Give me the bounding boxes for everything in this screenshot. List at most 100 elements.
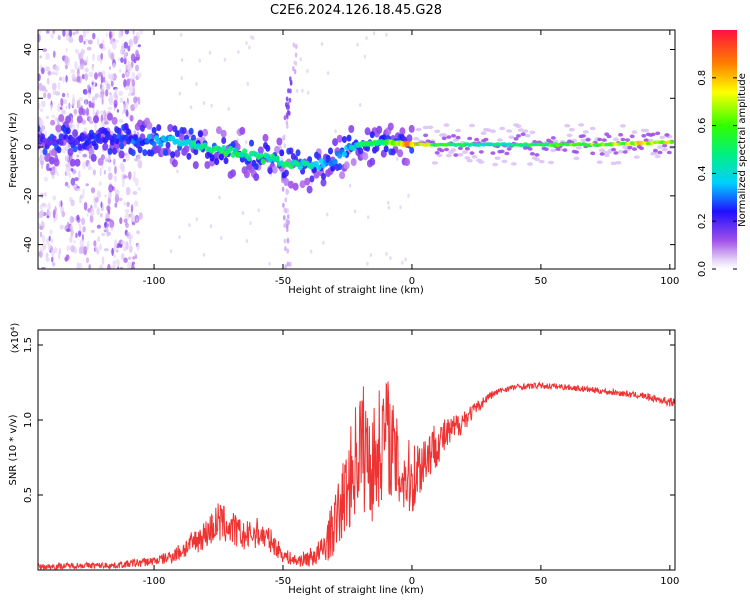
ridge-cell xyxy=(214,158,220,166)
ridge-cell xyxy=(627,145,633,150)
noise-cell xyxy=(283,238,287,244)
noise-cell xyxy=(47,70,52,76)
ridge-cell xyxy=(369,131,375,139)
spectrogram-frame xyxy=(37,29,676,270)
ridge-cell xyxy=(550,136,556,140)
ridge-halo-cell xyxy=(492,162,499,167)
ridge-cell xyxy=(265,144,271,152)
ridge-halo-cell xyxy=(612,137,619,142)
ridge-halo-cell xyxy=(580,138,587,143)
noise-cell xyxy=(55,91,61,96)
noise-cell xyxy=(65,258,68,262)
ridge-halo-cell xyxy=(550,148,557,153)
noise-cell xyxy=(55,72,58,76)
noise-cell xyxy=(92,108,95,117)
noise-cell xyxy=(108,94,114,103)
noise-cell xyxy=(286,238,290,244)
noise-cell xyxy=(116,109,119,113)
noise-cell xyxy=(113,175,118,182)
noise-cell xyxy=(129,40,133,46)
noise-cell xyxy=(76,154,80,158)
snr-y-axis-label: SNR (10 * v/v) xyxy=(8,414,19,485)
noise-cell xyxy=(284,264,287,269)
noise-cell xyxy=(320,42,324,47)
noise-cell xyxy=(48,210,52,218)
noise-cell xyxy=(82,188,85,196)
noise-cell xyxy=(38,156,43,162)
ridge-cell xyxy=(337,163,343,171)
noise-cell xyxy=(119,119,123,123)
ridge-halo-cell xyxy=(499,126,506,131)
noise-cell xyxy=(65,48,68,53)
noise-cell xyxy=(69,235,73,243)
noise-cell xyxy=(129,114,134,122)
ridge-halo-cell xyxy=(53,158,60,167)
noise-cell xyxy=(70,177,76,186)
snr-series-line xyxy=(38,381,675,570)
ridge-halo-cell xyxy=(462,150,469,154)
ridge-halo-cell xyxy=(431,161,438,165)
ridge-cell xyxy=(193,148,199,156)
noise-cell xyxy=(89,102,94,108)
noise-cell xyxy=(286,261,290,267)
noise-cell xyxy=(47,92,52,100)
noise-cell xyxy=(89,115,92,124)
ridge-cell xyxy=(223,157,229,165)
noise-cell xyxy=(137,187,141,191)
noise-cell xyxy=(45,66,50,72)
ridge-core-cell xyxy=(341,151,347,158)
noise-cell xyxy=(208,50,212,55)
ridge-halo-cell xyxy=(659,135,666,140)
noise-cell xyxy=(54,65,60,72)
noise-cell xyxy=(97,235,101,243)
ridge-cell xyxy=(662,143,668,148)
noise-cell xyxy=(387,205,390,210)
ridge-cell xyxy=(555,147,561,151)
noise-cell xyxy=(45,52,50,61)
ridge-cell xyxy=(516,134,521,138)
noise-cell xyxy=(281,186,285,192)
noise-cell xyxy=(99,94,103,98)
noise-cell xyxy=(39,118,44,128)
noise-cell xyxy=(286,227,289,233)
ridge-cell xyxy=(590,151,596,156)
ridge-halo-cell xyxy=(262,133,269,142)
noise-cell xyxy=(96,207,101,216)
noise-cell xyxy=(104,221,107,229)
noise-cell xyxy=(38,250,43,258)
ridge-cell xyxy=(601,138,607,142)
noise-cell xyxy=(93,95,98,101)
noise-cell xyxy=(285,218,289,224)
noise-cell xyxy=(82,161,86,170)
ridge-halo-cell xyxy=(67,148,74,156)
noise-cell xyxy=(42,48,47,52)
ridge-halo-cell xyxy=(230,169,236,178)
noise-cell xyxy=(110,52,115,61)
noise-cell xyxy=(49,229,53,235)
noise-cell xyxy=(125,233,129,237)
ridge-halo-cell xyxy=(74,158,81,167)
noise-cell xyxy=(134,158,139,162)
noise-cell xyxy=(123,201,126,206)
noise-cell xyxy=(128,171,132,180)
ridge-core-cell xyxy=(81,133,87,140)
noise-cell xyxy=(40,67,45,75)
noise-cell xyxy=(62,76,65,83)
noise-cell xyxy=(68,102,71,110)
ridge-halo-cell xyxy=(69,158,76,167)
noise-cell xyxy=(283,115,287,121)
noise-cell xyxy=(289,261,292,267)
noise-cell xyxy=(51,256,54,263)
noise-cell xyxy=(70,245,75,253)
ridge-halo-cell xyxy=(617,150,624,154)
noise-cell xyxy=(129,84,134,94)
noise-cell xyxy=(220,235,223,240)
noise-cell xyxy=(283,134,286,140)
ridge-cell xyxy=(451,134,456,138)
noise-cell xyxy=(250,35,253,40)
noise-cell xyxy=(136,217,139,224)
y-tick-label: -40 xyxy=(23,236,34,252)
noise-cell xyxy=(245,41,248,46)
noise-cell xyxy=(72,94,75,102)
noise-cell xyxy=(90,229,95,233)
